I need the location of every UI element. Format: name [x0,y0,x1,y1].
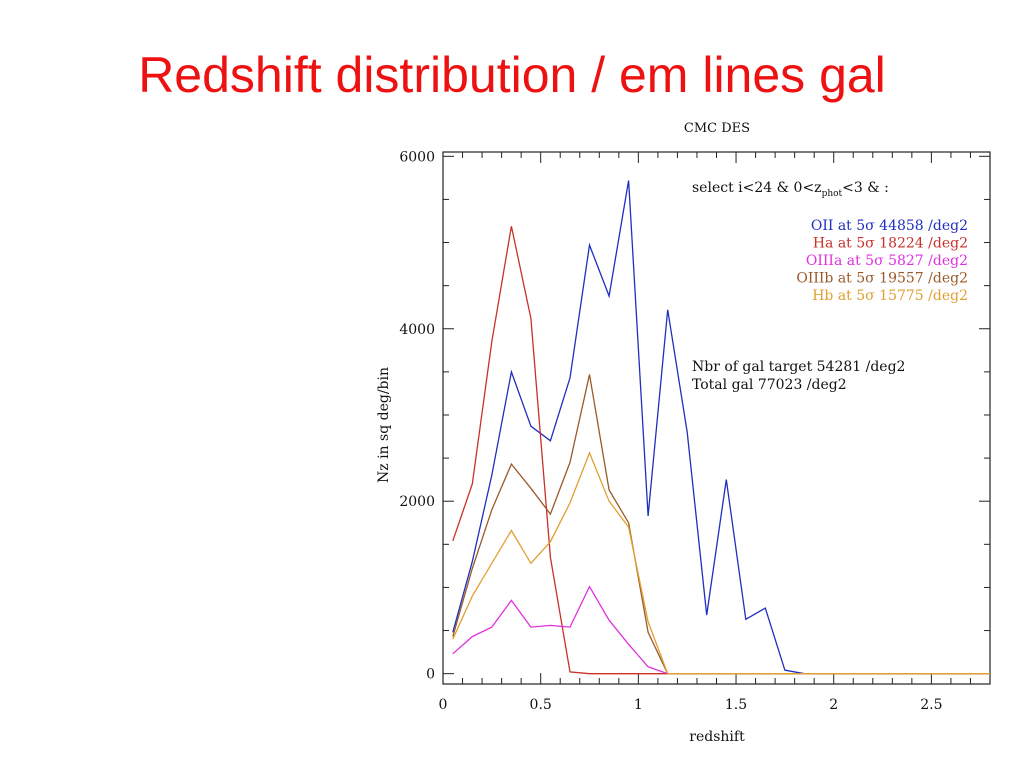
series-line-4 [452,374,990,675]
y-tick-label: 6000 [399,149,435,165]
selection-suffix: <3 & : [842,180,889,196]
y-axis-title: Nz in sq deg/bin [376,367,392,483]
series-layer [452,180,990,675]
slide-title: Redshift distribution / em lines gal [138,47,886,103]
y-tick-label: 2000 [399,494,435,510]
x-tick-label: 2 [829,697,838,713]
x-axis-title: redshift [689,729,745,745]
x-tick-label: 1.5 [725,697,747,713]
selection-label: select i<24 & 0<zphot<3 & : [692,180,889,199]
ticks-layer [442,152,991,684]
selection-prefix: select i<24 & 0<z [692,180,822,196]
y-tick-label: 0 [426,667,435,683]
series-line-3 [452,585,990,675]
x-tick-label: 2.5 [920,697,942,713]
selection-subscript: phot [822,189,843,199]
legend-entry: Ha at 5σ 18224 /deg2 [813,236,968,252]
x-tick-label: 0.5 [530,697,552,713]
legend-entry: OII at 5σ 44858 /deg2 [811,218,968,234]
tick-labels-layer: 0 0.5 1 1.5 2 2.5 0 2000 4000 6000 [399,149,942,713]
x-tick-label: 1 [634,697,643,713]
info-line: Total gal 77023 /deg2 [692,377,847,393]
legend-entry: OIIIb at 5σ 19557 /deg2 [796,271,968,287]
y-tick-label: 4000 [399,322,435,338]
x-tick-label: 0 [439,697,448,713]
series-line-5 [452,451,990,675]
info-line: Nbr of gal target 54281 /deg2 [692,359,905,375]
legend-entry: Hb at 5σ 15775 /deg2 [812,288,968,304]
legend: OII at 5σ 44858 /deg2 Ha at 5σ 18224 /deg… [796,218,968,304]
legend-entry: OIIIa at 5σ 5827 /deg2 [806,253,968,269]
info-block: Nbr of gal target 54281 /deg2 Total gal 7… [692,359,905,393]
chart-title: CMC DES [684,121,750,136]
